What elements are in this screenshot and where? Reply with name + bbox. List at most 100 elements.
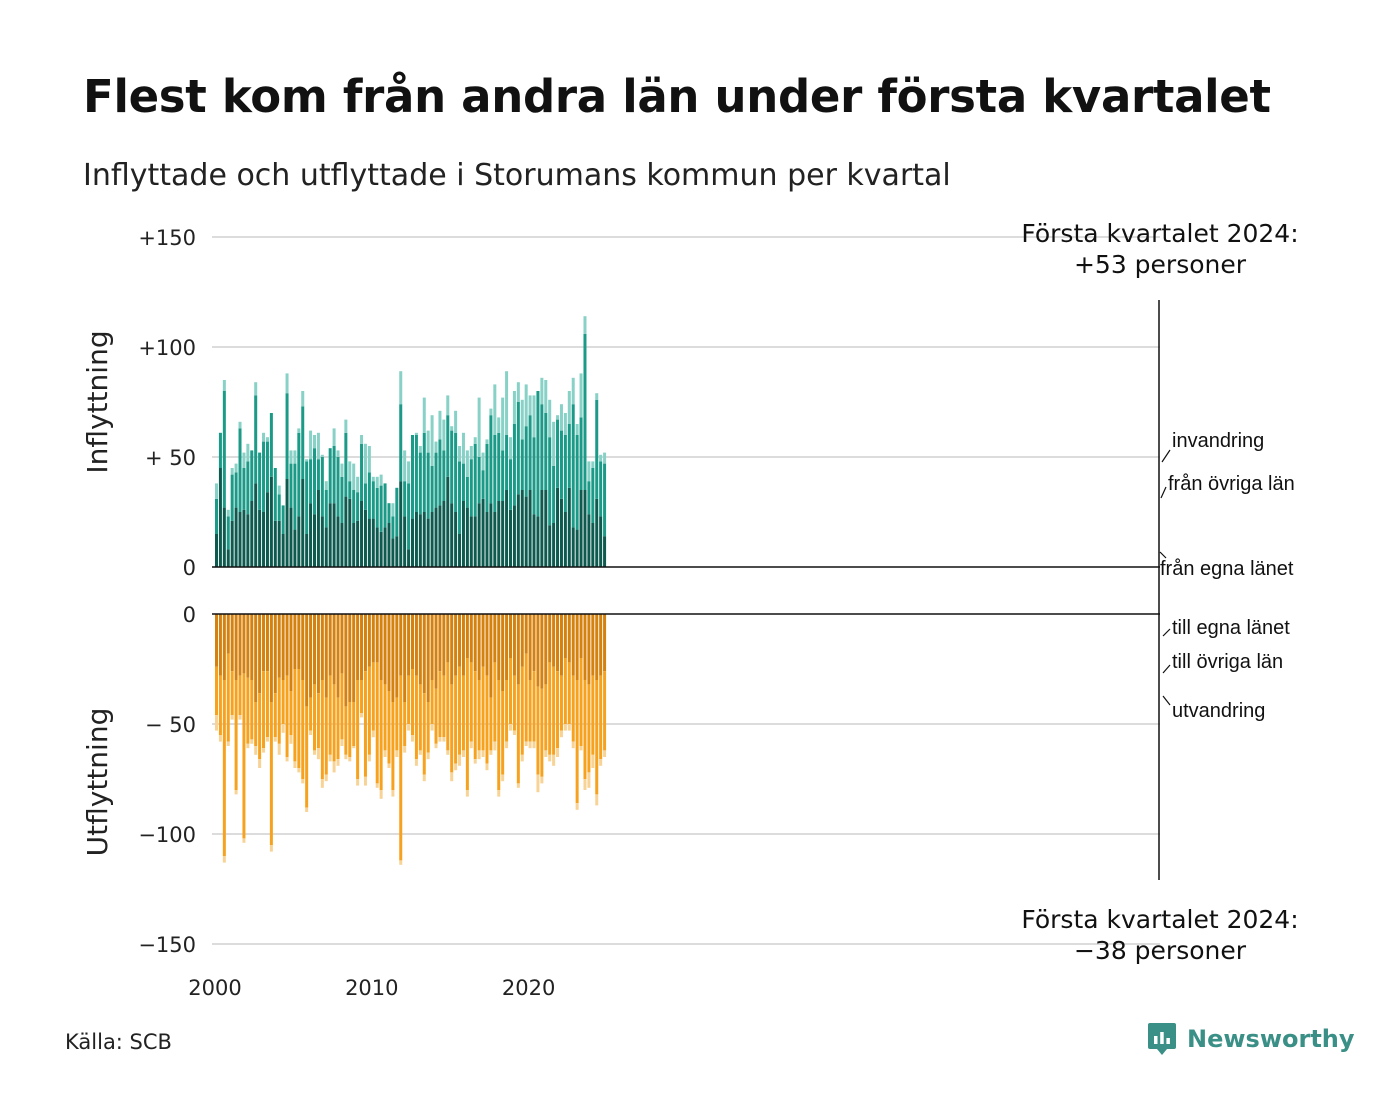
bar-outflow-3 (426, 752, 430, 760)
bar-outflow-1 (305, 614, 309, 707)
bar-inflow-3 (524, 384, 528, 427)
bar-outflow-3 (320, 779, 324, 788)
bar-inflow-1 (320, 516, 324, 567)
bar-inflow-1 (399, 481, 403, 567)
bar-outflow-1 (297, 614, 301, 669)
bar-inflow-3 (316, 432, 320, 460)
bar-inflow-1 (289, 507, 293, 567)
bar-outflow-1 (430, 614, 434, 680)
bar-outflow-3 (465, 790, 469, 797)
bar-outflow-2 (371, 662, 375, 731)
bar-outflow-3 (493, 741, 497, 751)
bar-inflow-1 (434, 507, 438, 567)
bar-outflow-2 (363, 671, 367, 777)
bar-outflow-3 (395, 750, 399, 757)
bar-inflow-1 (344, 496, 348, 567)
bar-inflow-2 (485, 443, 489, 512)
bar-inflow-1 (575, 529, 579, 567)
bar-inflow-3 (332, 428, 336, 446)
bar-inflow-2 (446, 415, 450, 477)
bar-outflow-2 (250, 680, 254, 740)
bar-outflow-3 (293, 761, 297, 768)
bar-inflow-2 (363, 483, 367, 510)
bar-inflow-3 (285, 373, 289, 394)
bar-outflow-2 (591, 675, 595, 755)
bar-inflow-2 (501, 450, 505, 501)
y-tick-label-inflow: +100 (138, 336, 196, 360)
bar-inflow-3 (360, 435, 364, 444)
bar-inflow-2 (509, 459, 512, 510)
bar-inflow-2 (387, 503, 391, 523)
bar-outflow-1 (281, 614, 285, 680)
bar-inflow-1 (293, 529, 297, 567)
bar-outflow-3 (501, 774, 505, 782)
bar-inflow-2 (336, 457, 340, 517)
legend-leader-line (1162, 628, 1171, 637)
bar-outflow-2 (258, 693, 262, 760)
bar-outflow-3 (265, 737, 269, 742)
bar-outflow-1 (509, 614, 512, 658)
bar-inflow-1 (367, 518, 371, 567)
bar-outflow-1 (215, 614, 218, 667)
bar-outflow-1 (230, 614, 234, 672)
bar-inflow-2 (422, 432, 426, 512)
bar-outflow-3 (356, 779, 360, 786)
bar-outflow-2 (536, 686, 540, 775)
bar-outflow-2 (552, 666, 556, 755)
bar-inflow-2 (360, 443, 364, 501)
bar-outflow-3 (520, 754, 524, 762)
bar-outflow-2 (277, 677, 281, 744)
annotation-top-line1: Första kvartalet 2024: (1021, 219, 1298, 248)
bar-outflow-2 (579, 658, 583, 746)
bar-outflow-2 (544, 684, 548, 751)
bar-outflow-2 (461, 675, 465, 751)
bar-inflow-2 (273, 468, 277, 521)
bar-inflow-2 (328, 448, 332, 504)
legend-label: till övriga län (1172, 651, 1283, 673)
bar-inflow-1 (391, 538, 395, 567)
bar-inflow-3 (603, 452, 607, 464)
bar-inflow-3 (563, 413, 567, 435)
bar-outflow-1 (603, 614, 607, 672)
bar-outflow-3 (258, 759, 262, 768)
bar-inflow-2 (481, 470, 485, 499)
bar-outflow-1 (524, 614, 528, 654)
bar-inflow-1 (324, 527, 328, 567)
bar-inflow-1 (356, 520, 360, 567)
bar-inflow-1 (438, 505, 442, 567)
bar-outflow-3 (379, 790, 383, 799)
bar-outflow-2 (246, 677, 250, 744)
bar-outflow-1 (309, 614, 313, 698)
bar-inflow-2 (281, 505, 285, 534)
bar-inflow-2 (395, 487, 399, 537)
bar-outflow-2 (285, 675, 289, 757)
bar-outflow-2 (528, 680, 532, 742)
bar-inflow-3 (356, 476, 360, 493)
bar-inflow-3 (485, 439, 489, 444)
bar-outflow-1 (579, 614, 583, 658)
bar-outflow-3 (422, 774, 426, 782)
bar-outflow-3 (344, 754, 348, 760)
bar-inflow-1 (414, 512, 418, 567)
bar-inflow-1 (375, 527, 379, 567)
bar-outflow-2 (575, 680, 579, 804)
bar-outflow-1 (222, 614, 226, 680)
bar-inflow-1 (411, 518, 414, 567)
bar-inflow-3 (583, 316, 587, 334)
bar-outflow-1 (238, 614, 242, 676)
bar-inflow-1 (348, 498, 352, 567)
bar-outflow-2 (344, 706, 348, 755)
bar-outflow-2 (434, 688, 438, 744)
bar-outflow-1 (528, 614, 532, 680)
bar-outflow-3 (301, 779, 305, 784)
bar-outflow-1 (411, 614, 414, 669)
bar-outflow-3 (273, 737, 277, 742)
bar-outflow-3 (391, 790, 395, 797)
bar-outflow-3 (226, 741, 230, 746)
bar-outflow-3 (360, 713, 364, 718)
bar-outflow-1 (481, 614, 485, 667)
bar-outflow-3 (254, 746, 258, 755)
bar-outflow-2 (595, 680, 599, 795)
bar-inflow-1 (277, 520, 281, 567)
bar-inflow-1 (532, 514, 536, 567)
